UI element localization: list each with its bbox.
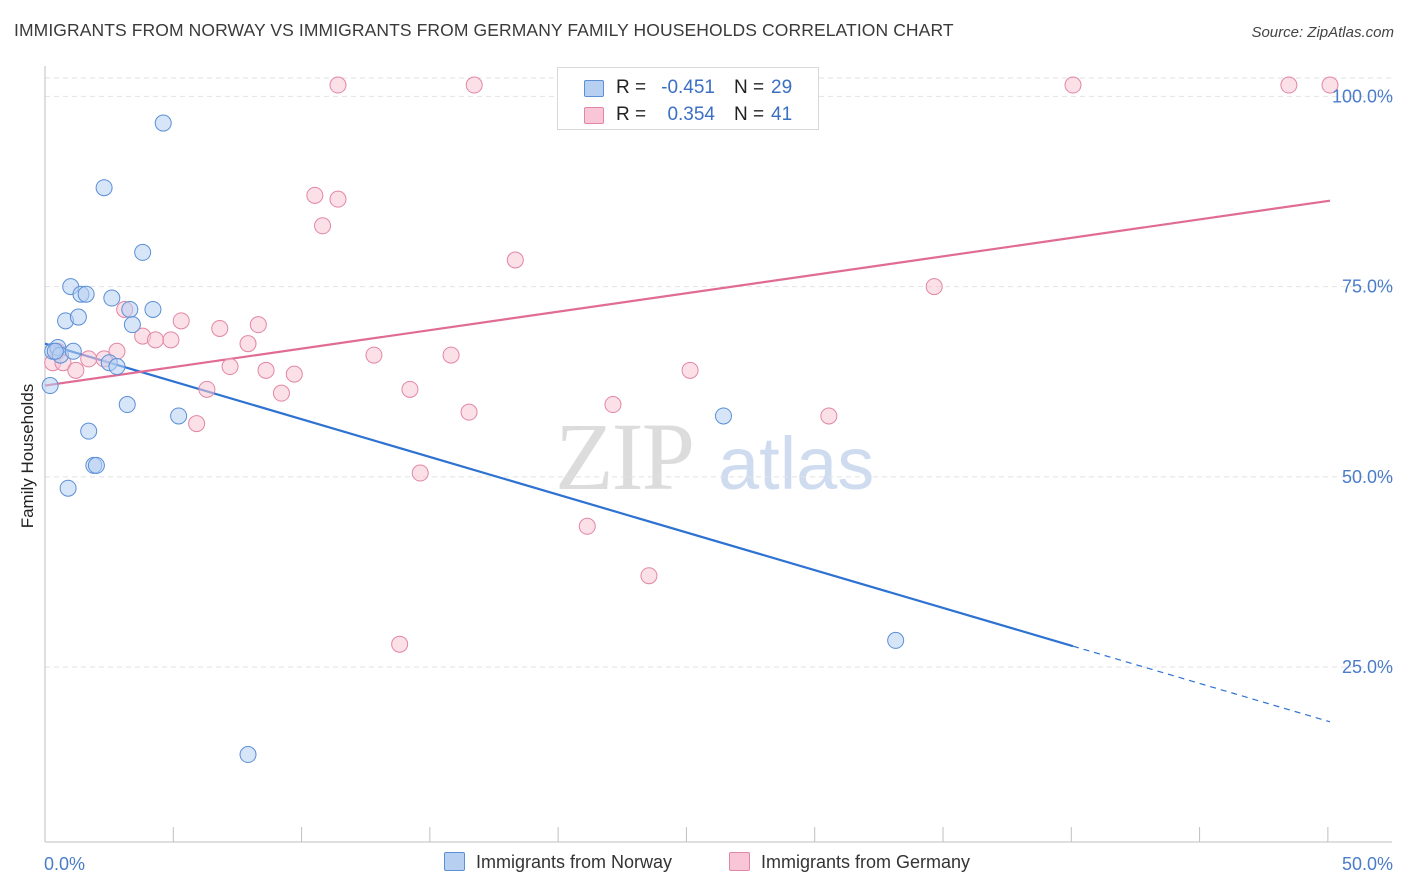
germany-point <box>172 312 190 330</box>
stats-row-norway: R = -0.451 N = 29 <box>558 73 818 103</box>
germany-point <box>820 407 838 425</box>
norway-point <box>77 285 95 303</box>
r-label: R = <box>616 104 647 125</box>
norway-point <box>108 358 126 376</box>
norway-point <box>154 114 172 132</box>
chart-title: IMMIGRANTS FROM NORWAY VS IMMIGRANTS FRO… <box>14 20 954 40</box>
r-value: -0.451 <box>661 77 715 98</box>
r-value: 0.354 <box>667 104 715 125</box>
trend-line-norway-extrapolated <box>1072 645 1331 723</box>
norway-point <box>103 289 121 307</box>
norway-point <box>121 300 139 318</box>
norway-point <box>239 746 257 764</box>
trend-lines <box>44 199 1331 723</box>
n-label: N = <box>734 104 765 125</box>
germany-point <box>1321 76 1339 94</box>
germany-point <box>221 358 239 376</box>
legend-item-norway[interactable]: Immigrants from Norway <box>444 852 672 873</box>
norway-point <box>144 300 162 318</box>
germany-point <box>80 350 98 368</box>
r-label: R = <box>616 77 647 98</box>
germany-point <box>391 635 409 653</box>
germany-point <box>314 217 332 235</box>
norway-point <box>59 479 77 497</box>
gridlines <box>45 77 1392 668</box>
data-points <box>41 76 1339 764</box>
y-tick-label: 75.0% <box>1342 277 1393 297</box>
germany-point <box>306 186 324 204</box>
germany-point <box>460 403 478 421</box>
germany-point <box>465 76 483 94</box>
watermark: ZIP atlas <box>555 403 874 510</box>
n-label: N = <box>734 77 765 98</box>
n-value: 29 <box>771 77 793 98</box>
norway-swatch <box>584 80 604 97</box>
y-tick-label: 100.0% <box>1332 86 1393 106</box>
germany-legend-swatch <box>729 852 750 871</box>
germany-point <box>365 346 383 364</box>
y-tick-label: 25.0% <box>1342 657 1393 677</box>
germany-point <box>329 76 347 94</box>
norway-point <box>87 456 105 474</box>
y-tick-label: 50.0% <box>1342 467 1393 487</box>
norway-point <box>170 407 188 425</box>
germany-point <box>67 361 85 379</box>
series-legend: Immigrants from Norway Immigrants from G… <box>0 852 1406 878</box>
x-tick-label: 0.0% <box>44 854 85 874</box>
germany-point <box>257 361 275 379</box>
tick-labels: 25.0% 50.0% 75.0% 100.0% 0.0% 50.0% <box>44 86 1393 874</box>
germany-point <box>188 415 206 433</box>
legend-label-norway: Immigrants from Norway <box>476 852 673 872</box>
germany-point <box>285 365 303 383</box>
germany-point <box>239 335 257 353</box>
germany-point <box>681 361 699 379</box>
x-tick-label: 50.0% <box>1342 854 1393 874</box>
stats-row-germany: R = 0.354 N = 41 <box>558 100 818 130</box>
norway-point <box>46 342 64 360</box>
germany-swatch <box>584 107 604 124</box>
chart-source: Source: ZipAtlas.com <box>1251 24 1394 41</box>
germany-point <box>211 319 229 337</box>
watermark-atlas: atlas <box>718 422 874 505</box>
legend-item-germany[interactable]: Immigrants from Germany <box>729 852 970 873</box>
norway-point <box>95 179 113 197</box>
germany-point <box>604 396 622 414</box>
germany-point <box>578 517 596 535</box>
norway-point <box>69 308 87 326</box>
germany-point <box>506 251 524 269</box>
norway-point <box>41 377 59 395</box>
n-value: 41 <box>771 104 793 125</box>
norway-point <box>714 407 732 425</box>
legend-label-germany: Immigrants from Germany <box>761 852 971 872</box>
axes <box>44 66 1392 843</box>
germany-point <box>1064 76 1082 94</box>
watermark-zip: ZIP <box>555 403 693 510</box>
germany-point <box>198 380 216 398</box>
germany-point <box>401 380 419 398</box>
germany-point <box>1280 76 1298 94</box>
norway-point <box>887 631 905 649</box>
germany-point <box>411 464 429 482</box>
trend-line-germany <box>44 199 1331 387</box>
germany-point <box>249 316 267 334</box>
norway-legend-swatch <box>444 852 465 871</box>
germany-point <box>272 384 290 402</box>
germany-point <box>442 346 460 364</box>
germany-point <box>147 331 165 349</box>
germany-point <box>162 331 180 349</box>
germany-point <box>925 278 943 296</box>
norway-point <box>64 342 82 360</box>
norway-point <box>80 422 98 440</box>
stats-legend: R = -0.451 N = 29 R = 0.354 N = 41 <box>557 67 819 130</box>
trend-line-norway <box>44 342 1074 648</box>
norway-point <box>118 396 136 414</box>
germany-point <box>640 567 658 585</box>
norway-point <box>123 316 141 334</box>
norway-point <box>134 243 152 261</box>
germany-point <box>329 190 347 208</box>
